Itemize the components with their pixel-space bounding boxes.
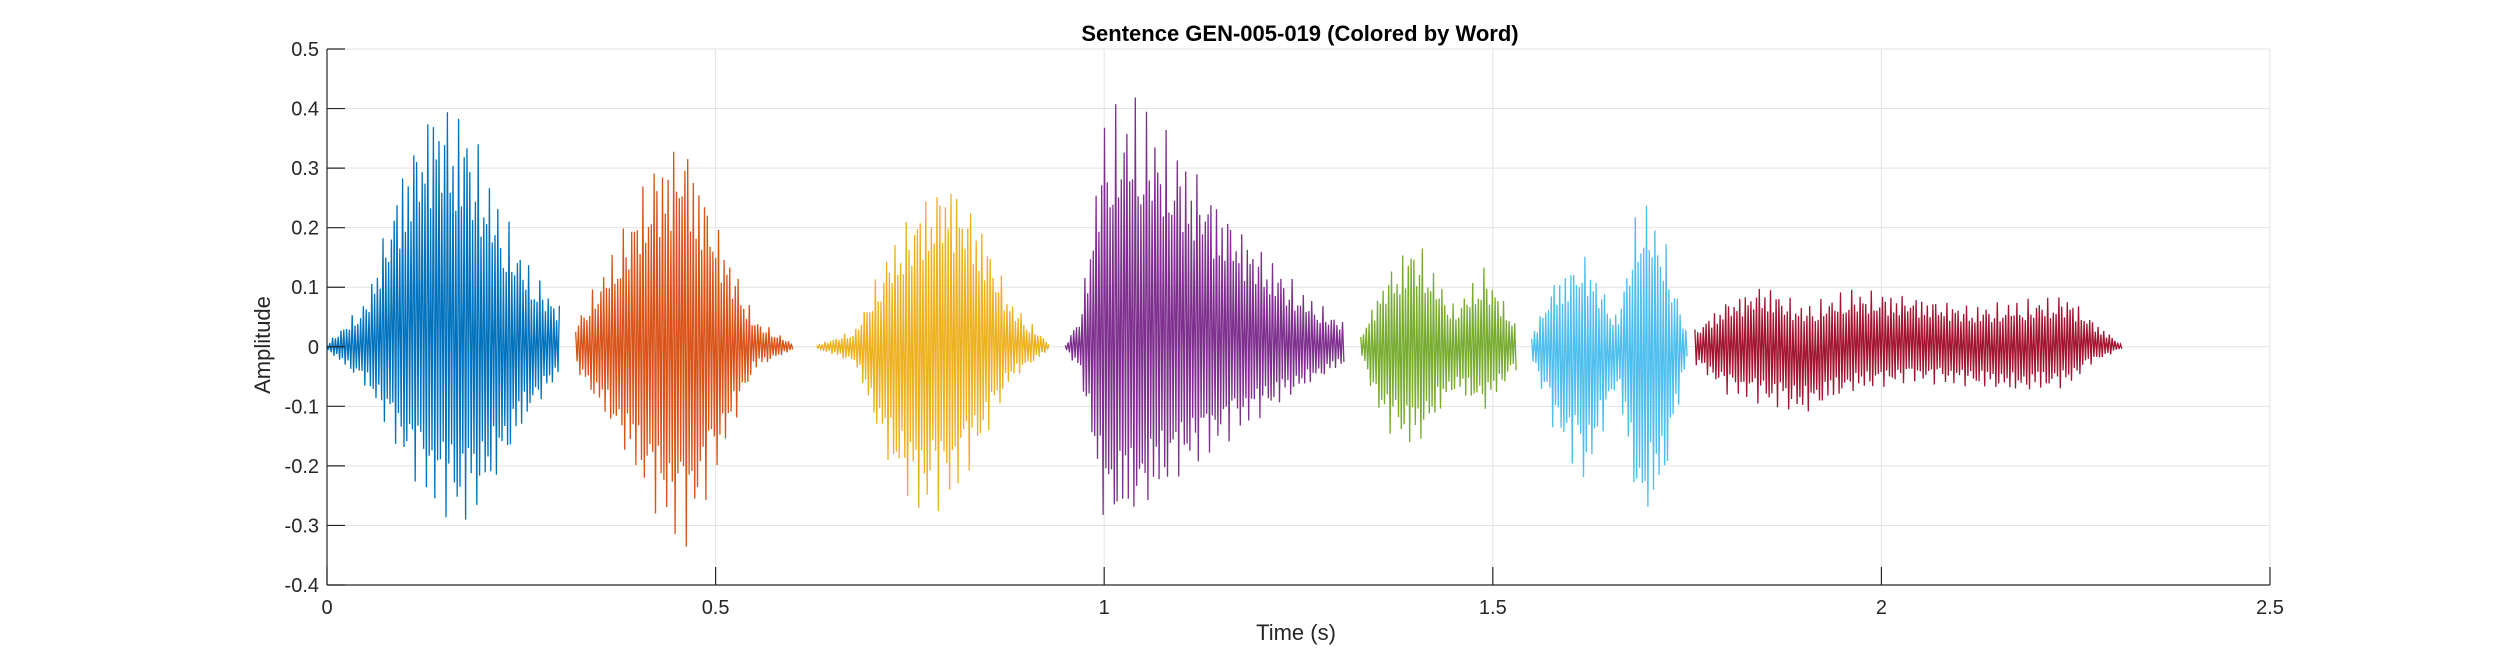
x-axis-label: Time (s): [1256, 620, 1336, 645]
y-axis-label: Amplitude: [250, 296, 275, 394]
y-tick-label: 0.4: [291, 99, 319, 121]
x-tick-label: 0.5: [702, 597, 730, 619]
x-tick-label: 2: [1876, 597, 1887, 619]
x-ticks: 0 0.5 1 1.5 2 2.5: [321, 567, 2284, 619]
y-tick-label: -0.3: [285, 515, 319, 537]
word-series-1: [326, 112, 561, 520]
x-tick-label: 2.5: [2256, 597, 2284, 619]
y-tick-label: 0: [308, 337, 319, 359]
y-tick-label: 0.1: [291, 277, 319, 299]
word-series-5: [1360, 248, 1517, 443]
x-tick-label: 1: [1099, 597, 1110, 619]
axes: [326, 49, 2270, 586]
word-series-2: [575, 151, 794, 547]
y-tick-label: 0.3: [291, 158, 319, 180]
y-ticks: -0.4 -0.3 -0.2 -0.1 0 0.1 0.2 0.3 0.4 0.5: [285, 39, 345, 597]
x-tick-label: 1.5: [1479, 597, 1507, 619]
y-tick-label: -0.2: [285, 456, 319, 478]
y-tick-label: -0.4: [285, 575, 319, 597]
word-series-6: [1531, 205, 1688, 507]
word-series-3: [816, 193, 1050, 512]
y-tick-label: -0.1: [285, 396, 319, 418]
chart-title: Sentence GEN-005-019 (Colored by Word): [1081, 21, 1518, 46]
y-tick-label: 0.5: [291, 39, 319, 61]
word-series-4: [1064, 97, 1345, 515]
y-tick-label: 0.2: [291, 218, 319, 240]
waveform-series: [326, 97, 2123, 547]
word-series-7: [1694, 288, 2123, 412]
x-tick-label: 0: [321, 597, 332, 619]
